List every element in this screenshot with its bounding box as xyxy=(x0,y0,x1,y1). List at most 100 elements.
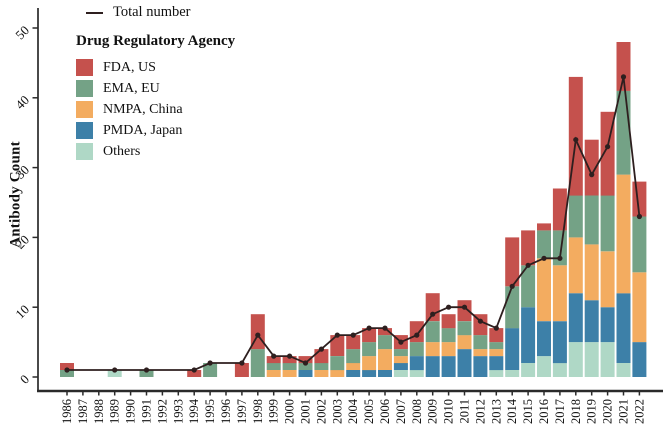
bar-segment xyxy=(568,237,583,294)
bar-2013 xyxy=(489,328,504,377)
bar-segment xyxy=(393,349,408,357)
total-line-point-2010 xyxy=(446,304,452,310)
bar-1986 xyxy=(60,363,74,377)
y-tick-label: 0 xyxy=(17,372,32,387)
y-tick-label: 40 xyxy=(12,92,32,112)
x-tick-label: 2020 xyxy=(601,399,615,424)
bar-segment xyxy=(632,342,647,377)
legend-item-label: FDA, US xyxy=(103,59,156,75)
bar-segment xyxy=(616,174,631,294)
x-tick-label: 1994 xyxy=(187,398,201,424)
bar-segment xyxy=(552,363,567,377)
total-line-point-2000 xyxy=(287,353,293,359)
bar-segment xyxy=(362,342,377,357)
bar-segment xyxy=(521,307,536,363)
bar-2003 xyxy=(330,335,345,377)
bar-segment xyxy=(584,195,599,245)
bar-2008 xyxy=(409,321,424,377)
total-line-point-2012 xyxy=(477,318,483,324)
bar-segment xyxy=(409,370,424,377)
x-tick-label: 1988 xyxy=(92,399,106,424)
bar-segment xyxy=(346,370,361,377)
bar-segment xyxy=(330,370,345,377)
bar-segment xyxy=(505,328,520,370)
bar-segment xyxy=(298,370,313,377)
bar-segment xyxy=(378,328,392,336)
bar-segment xyxy=(584,139,599,196)
total-line-point-1986 xyxy=(64,367,70,373)
total-line-point-2006 xyxy=(382,325,388,331)
bar-1989 xyxy=(107,370,122,377)
total-line-point-1991 xyxy=(143,367,150,373)
total-line-point-2014 xyxy=(509,283,515,289)
bar-1994 xyxy=(187,370,202,377)
bar-segment xyxy=(282,370,297,377)
legend-item-label: Others xyxy=(103,143,141,159)
total-line-sample-icon xyxy=(86,11,103,14)
bar-segment xyxy=(441,342,456,357)
total-line-legend-label: Total number xyxy=(113,4,191,20)
bar-segment xyxy=(314,370,329,377)
bar-segment xyxy=(409,356,424,371)
bar-segment xyxy=(266,363,281,370)
x-tick-label: 2015 xyxy=(521,399,535,424)
x-tick-label: 2003 xyxy=(330,399,344,424)
bar-segment xyxy=(203,363,218,377)
bar-segment xyxy=(632,272,647,343)
bar-segment xyxy=(521,265,536,308)
bar-segment xyxy=(537,230,551,259)
x-tick-label: 2019 xyxy=(585,399,599,424)
bar-2000 xyxy=(282,356,297,377)
total-line-point-2008 xyxy=(414,332,420,338)
bar-2016 xyxy=(537,223,551,377)
nmpa-swatch-icon xyxy=(76,101,93,118)
x-tick-label: 2013 xyxy=(489,399,503,424)
bar-1999 xyxy=(266,356,281,377)
total-line-point-2022 xyxy=(636,213,643,220)
x-tick-label: 2007 xyxy=(394,399,408,424)
y-axis-title: Antibody Count xyxy=(7,141,24,248)
bar-segment xyxy=(616,42,631,91)
x-tick-label: 1998 xyxy=(251,399,265,424)
bar-segment xyxy=(489,356,504,371)
x-tick-label: 2021 xyxy=(617,399,631,424)
legend-item-label: NMPA, China xyxy=(103,101,183,117)
bar-segment xyxy=(616,90,631,175)
agency-legend: Drug Regulatory Agency FDA, US EMA, EU N… xyxy=(76,33,235,162)
bar-segment xyxy=(346,363,361,370)
bar-2001 xyxy=(298,356,313,377)
bar-segment xyxy=(250,349,265,377)
bar-segment xyxy=(521,363,536,377)
bar-segment xyxy=(457,349,472,377)
bar-2004 xyxy=(346,335,361,377)
bar-segment xyxy=(282,363,297,370)
bar-2005 xyxy=(362,328,377,377)
y-tick-label: 50 xyxy=(12,23,32,43)
total-line-point-2004 xyxy=(350,332,356,338)
bar-segment xyxy=(441,356,456,377)
bar-segment xyxy=(457,335,472,350)
bar-segment xyxy=(457,300,472,322)
bar-segment xyxy=(584,244,599,301)
x-tick-label: 2010 xyxy=(442,399,456,424)
bar-segment xyxy=(234,363,249,377)
total-line-point-1989 xyxy=(112,367,118,373)
total-line-point-2013 xyxy=(493,325,499,331)
legend-item-nmpa: NMPA, China xyxy=(76,99,235,120)
x-tick-label: 2009 xyxy=(426,399,440,424)
bar-2014 xyxy=(505,237,520,377)
bar-segment xyxy=(187,370,202,377)
x-tick-label: 1989 xyxy=(108,399,122,424)
bar-segment xyxy=(568,195,583,238)
bar-segment xyxy=(616,293,631,363)
bar-2019 xyxy=(584,139,599,377)
bar-segment xyxy=(60,363,74,370)
bar-segment xyxy=(552,188,567,231)
x-tick-label: 2016 xyxy=(537,399,551,424)
total-line-point-2003 xyxy=(334,332,340,338)
bar-segment xyxy=(537,321,551,357)
bar-segment xyxy=(441,328,456,343)
bar-segment xyxy=(505,286,520,329)
bar-2012 xyxy=(473,314,488,377)
